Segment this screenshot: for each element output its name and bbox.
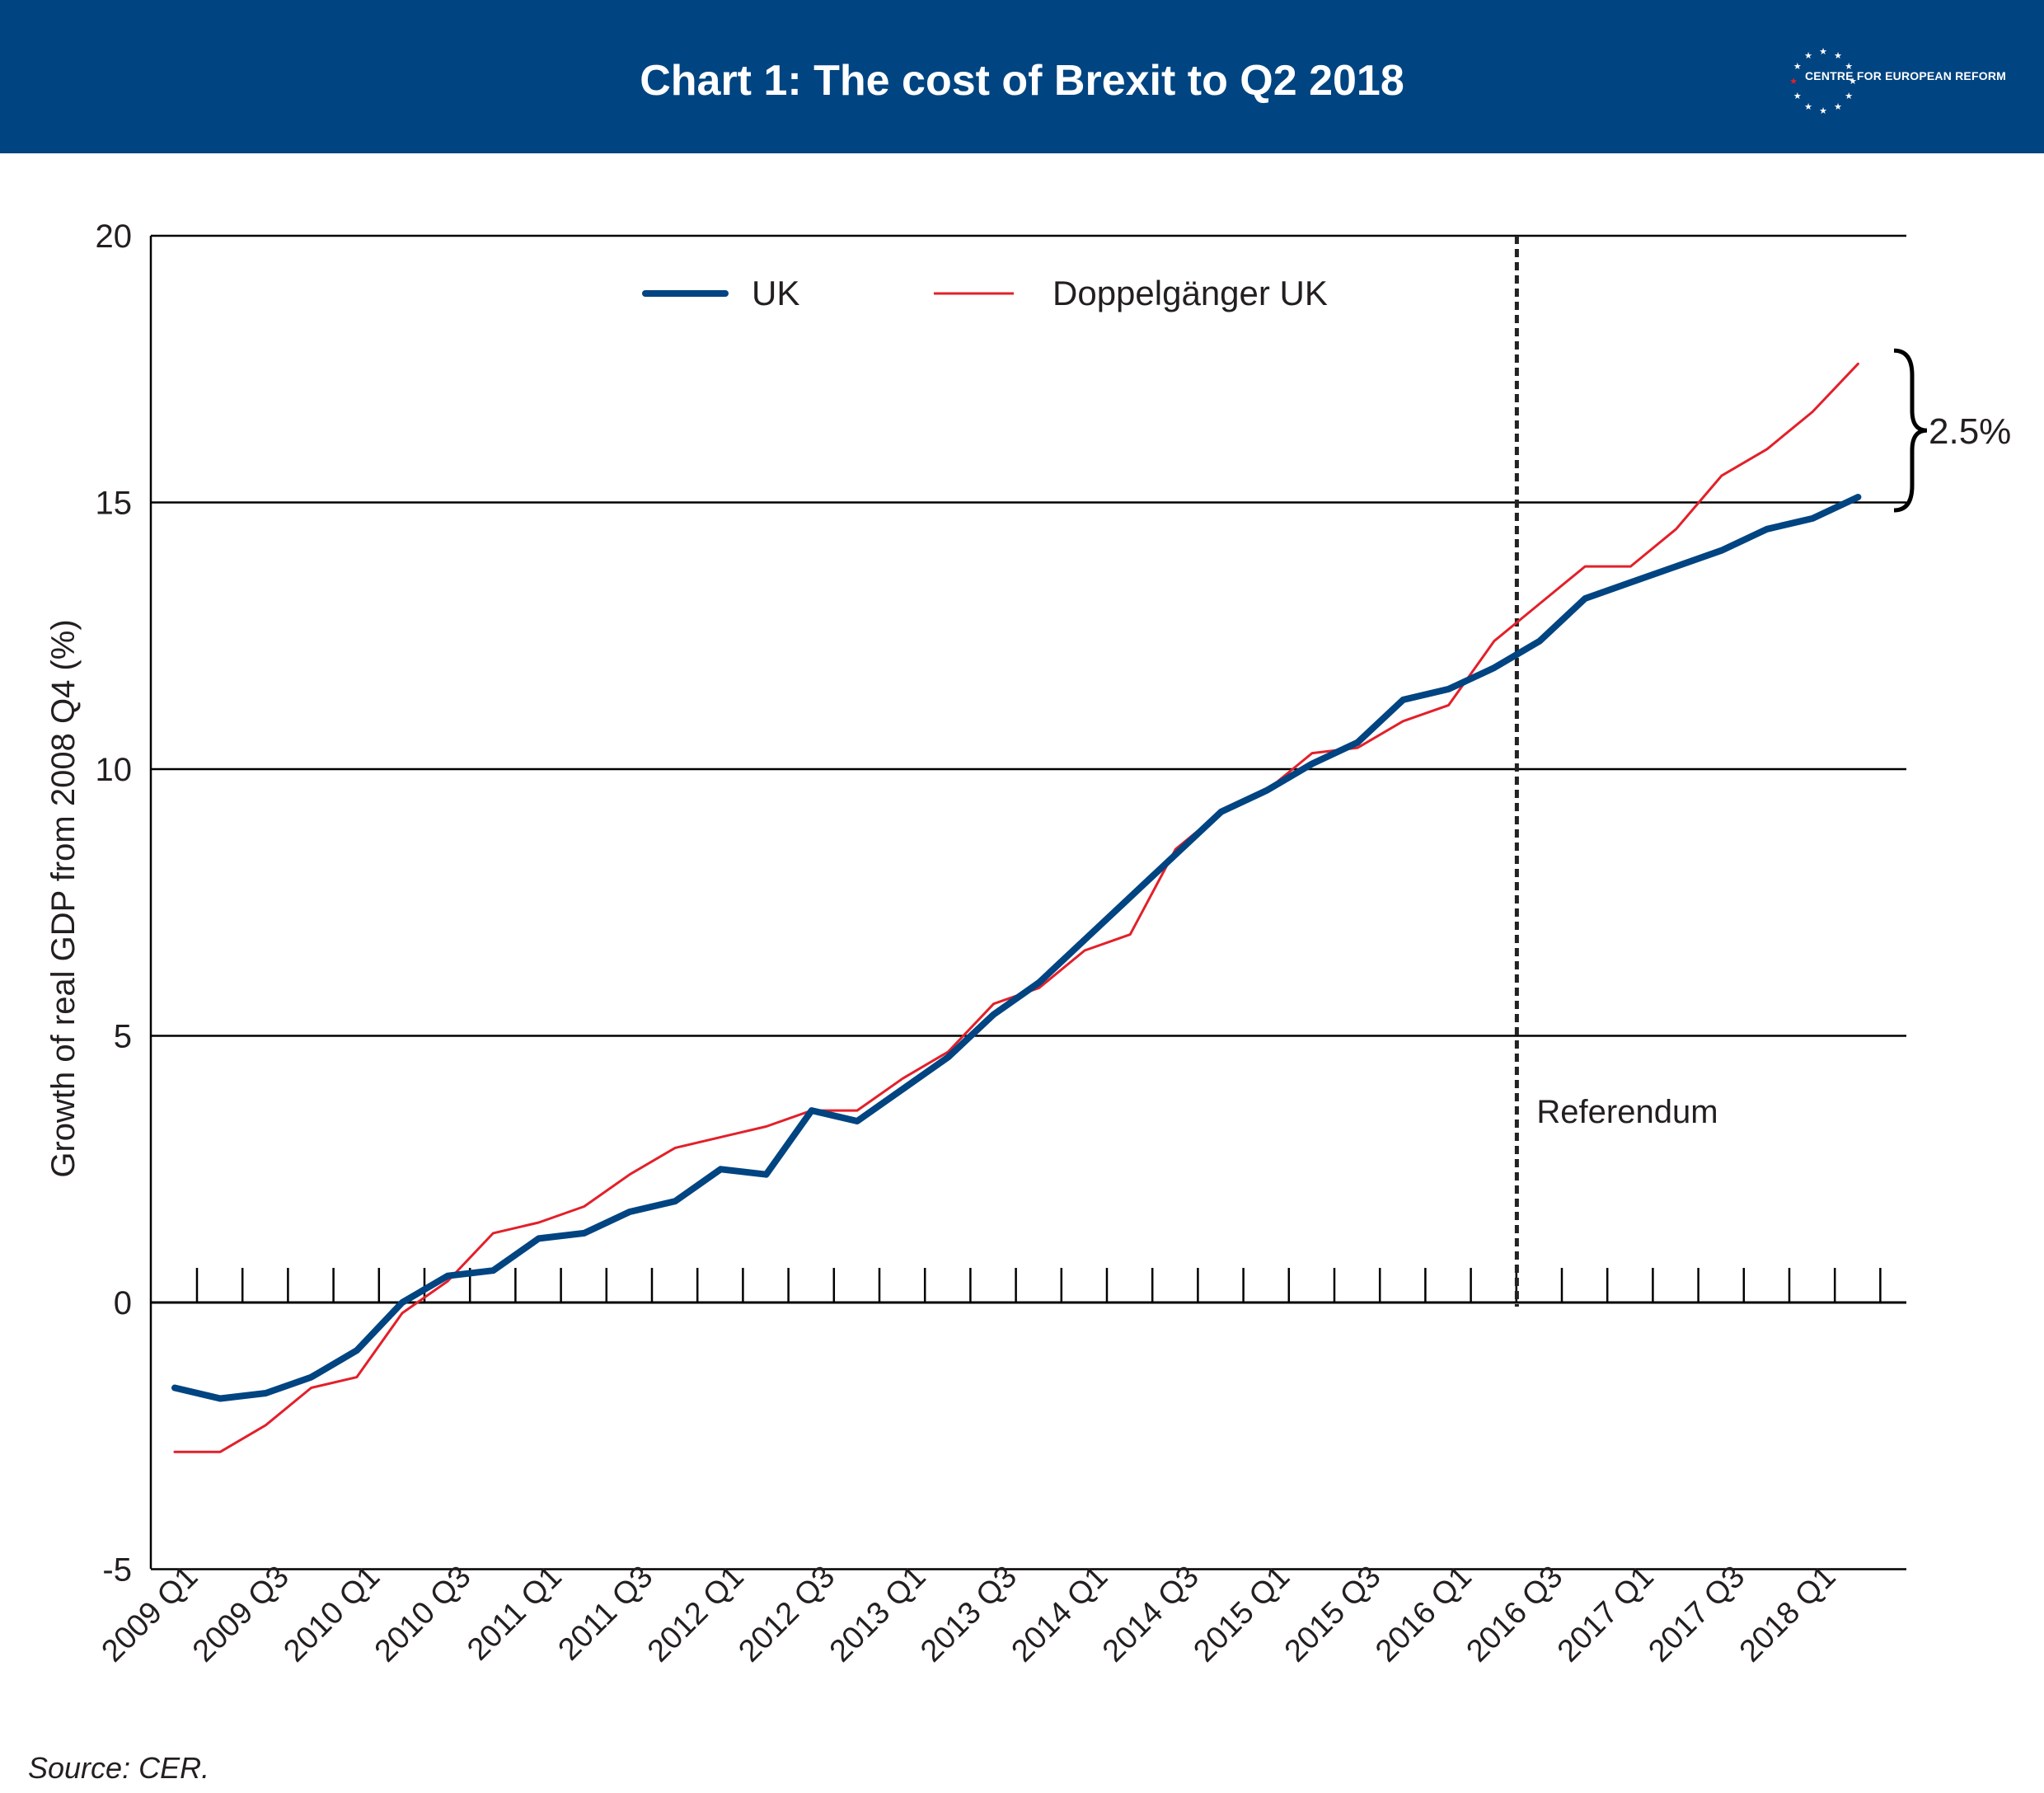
logo-star-icon: ★ bbox=[1819, 46, 1827, 57]
series-line-uk bbox=[171, 494, 1862, 1402]
x-tick-label: 2015 Q3 bbox=[1278, 1560, 1388, 1669]
y-axis-title: Growth of real GDP from 2008 Q4 (%) bbox=[45, 619, 82, 1177]
logo-star-icon: ★ bbox=[1793, 61, 1802, 72]
logo-star-icon: ★ bbox=[1845, 61, 1853, 72]
header-bar bbox=[0, 0, 2044, 153]
legend-label-doppelganger: Doppelgänger UK bbox=[1052, 274, 1328, 312]
x-tick-label: 2009 Q3 bbox=[186, 1560, 296, 1669]
gap-brace bbox=[1893, 348, 1928, 513]
logo-star-icon: ★ bbox=[1789, 76, 1798, 87]
source-note: Source: CER. bbox=[28, 1751, 210, 1785]
logo-star-icon: ★ bbox=[1804, 101, 1812, 112]
y-tick-label: 5 bbox=[114, 1019, 132, 1055]
legend-label-uk: UK bbox=[752, 274, 799, 312]
x-tick-label: 2016 Q3 bbox=[1460, 1560, 1570, 1669]
x-tick-label: 2017 Q1 bbox=[1551, 1560, 1661, 1669]
gap-label: 2.5% bbox=[1929, 411, 2011, 452]
x-tick-label: 2010 Q1 bbox=[277, 1560, 387, 1669]
logo-star-icon: ★ bbox=[1804, 50, 1812, 61]
logo-star-icon: ★ bbox=[1834, 101, 1842, 112]
logo-star-icon: ★ bbox=[1834, 50, 1842, 61]
x-tick-label: 2018 Q1 bbox=[1733, 1560, 1843, 1669]
x-tick-label: 2012 Q1 bbox=[641, 1560, 751, 1669]
x-tick-label: 2014 Q3 bbox=[1096, 1560, 1206, 1669]
y-tick-label: 0 bbox=[114, 1285, 132, 1321]
x-tick-label: 2011 Q1 bbox=[461, 1560, 569, 1668]
x-tick-label: 2016 Q1 bbox=[1369, 1560, 1479, 1669]
logo-star-icon: ★ bbox=[1849, 76, 1857, 87]
y-tick-label: 10 bbox=[96, 752, 133, 788]
x-tick-label: 2017 Q3 bbox=[1642, 1560, 1751, 1669]
referendum-label: Referendum bbox=[1536, 1094, 1718, 1130]
x-tick-label: 2013 Q1 bbox=[823, 1560, 933, 1669]
cer-logo: ★ ★★★★★★★★★★★ bbox=[1789, 46, 1857, 116]
logo-star-icon: ★ bbox=[1819, 106, 1827, 116]
x-tick-label: 2010 Q3 bbox=[368, 1560, 478, 1669]
x-tick-label: 2013 Q3 bbox=[914, 1560, 1024, 1669]
logo-text: CENTRE FOR EUROPEAN REFORM bbox=[1805, 69, 2006, 82]
x-tick-label: 2012 Q3 bbox=[732, 1560, 842, 1669]
logo-star-icon: ★ bbox=[1845, 91, 1853, 101]
y-tick-label: 20 bbox=[96, 218, 133, 255]
x-tick-label: 2011 Q3 bbox=[552, 1560, 660, 1668]
chart-title: Chart 1: The cost of Brexit to Q2 2018 bbox=[640, 57, 1404, 105]
y-tick-label: -5 bbox=[102, 1552, 132, 1589]
x-tick-label: 2015 Q1 bbox=[1187, 1560, 1296, 1669]
logo-star-icon: ★ bbox=[1793, 91, 1802, 101]
y-tick-label: 15 bbox=[96, 486, 133, 522]
x-tick-label: 2014 Q1 bbox=[1006, 1560, 1115, 1669]
